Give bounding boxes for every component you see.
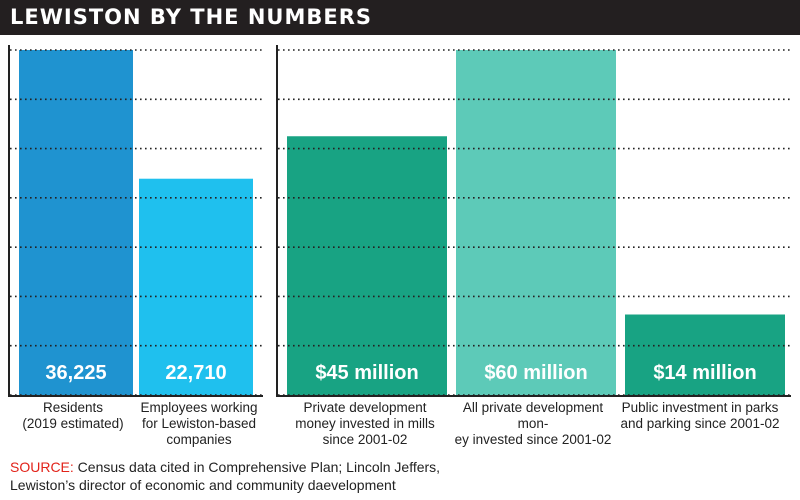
data-label-1-2: $14 million <box>653 362 756 384</box>
source-note: SOURCE: Census data cited in Comprehensi… <box>10 458 440 494</box>
bar-0-1 <box>139 178 253 395</box>
source-text: Census data cited in Comprehensive Plan;… <box>10 459 441 493</box>
category-label-0-0: Residents (2019 estimated) <box>22 400 124 431</box>
bar-1-1 <box>456 50 616 395</box>
chart-title: LEWISTON BY THE NUMBERS <box>10 5 372 29</box>
category-label-1-1: All private development mon-ey invested … <box>454 400 612 447</box>
chart-svg-0: 36,225 22,710 <box>10 49 263 396</box>
source-label: SOURCE: <box>10 459 74 475</box>
left-chart-panel: 36,225 22,710 <box>8 45 263 397</box>
category-label-1-2: Public investment in parks and parking si… <box>620 400 780 431</box>
category-label-0-1: Employees working for Lewiston-based compa… <box>140 400 258 447</box>
right-chart-panel: $45 million $60 million $14 million <box>276 45 791 397</box>
data-label-1-1: $60 million <box>484 362 587 384</box>
bar-0-0 <box>19 50 133 395</box>
data-label-0-0: 36,225 <box>45 362 106 384</box>
bar-1-0 <box>287 136 447 395</box>
data-label-1-0: $45 million <box>315 362 418 384</box>
category-label-1-0: Private development money invested in mil… <box>295 400 435 447</box>
chart-svg-1: $45 million $60 million $14 million <box>278 49 791 396</box>
data-label-0-1: 22,710 <box>165 362 226 384</box>
header-bar: LEWISTON BY THE NUMBERS <box>0 0 800 35</box>
bar-1-2 <box>625 314 785 395</box>
